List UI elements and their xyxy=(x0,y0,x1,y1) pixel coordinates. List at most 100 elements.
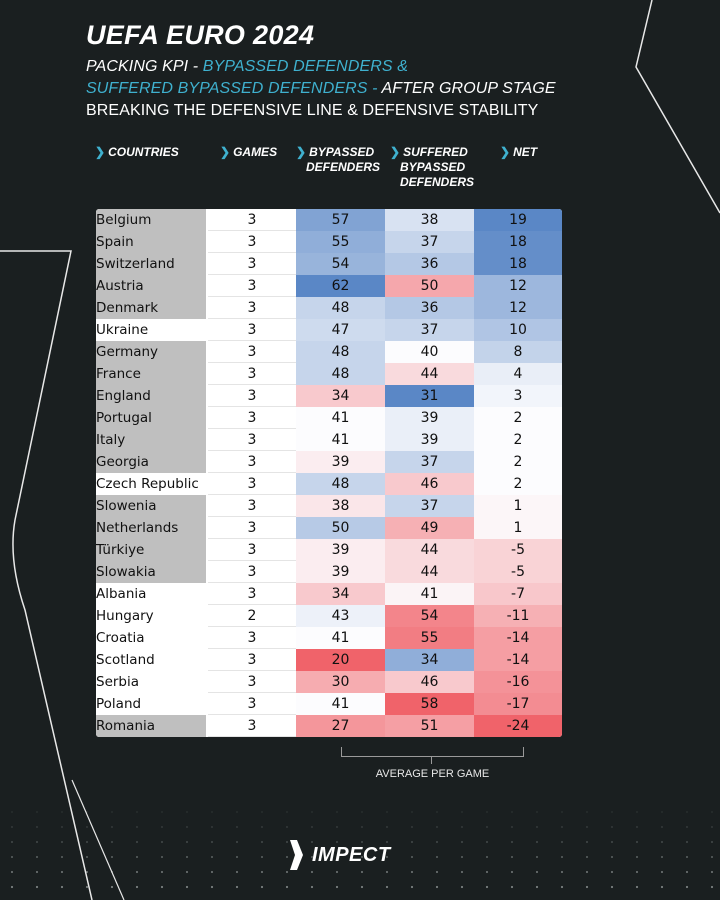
row-divider xyxy=(208,714,296,715)
pattern-dot xyxy=(536,871,538,873)
row-divider xyxy=(208,296,296,297)
pattern-dot xyxy=(511,856,513,858)
pattern-dot xyxy=(386,871,388,873)
country-cell: Switzerland xyxy=(96,253,206,275)
brand-name: IMPECT xyxy=(312,843,391,866)
pattern-dot xyxy=(285,885,289,889)
games-cell: 3 xyxy=(208,627,296,649)
suffered-cell: 36 xyxy=(385,297,474,319)
suffered-cell: 44 xyxy=(385,363,474,385)
pattern-dot xyxy=(411,856,413,858)
country-cell: England xyxy=(96,385,206,407)
net-cell: 1 xyxy=(474,495,562,517)
pattern-dot xyxy=(36,856,38,858)
pattern-dot xyxy=(11,826,13,828)
country-cell: Spain xyxy=(96,231,206,253)
pattern-dot xyxy=(86,826,88,828)
country-cell: Georgia xyxy=(96,451,206,473)
pattern-dot xyxy=(136,871,138,873)
country-cell: Romania xyxy=(96,715,206,737)
row-divider xyxy=(208,274,296,275)
country-cell: Albania xyxy=(96,583,206,605)
pattern-dot xyxy=(361,871,363,873)
subtitle-accent-2: SUFFERED BYPASSED DEFENDERS - xyxy=(86,80,382,97)
pattern-dot xyxy=(435,885,439,889)
table-row: Albania 3 34 41 -7 xyxy=(96,583,562,605)
pattern-dot xyxy=(661,811,663,813)
table-row: Poland 3 41 58 -17 xyxy=(96,693,562,715)
table-row: Germany 3 48 40 8 xyxy=(96,341,562,363)
games-cell: 3 xyxy=(208,297,296,319)
row-divider xyxy=(208,604,296,605)
pattern-dot xyxy=(86,841,88,843)
pattern-dot xyxy=(711,826,713,828)
suffered-cell: 36 xyxy=(385,253,474,275)
pattern-dot xyxy=(710,885,714,889)
pattern-dot xyxy=(211,841,213,843)
pattern-dot xyxy=(136,811,138,813)
pattern-dot xyxy=(36,871,38,873)
games-cell: 3 xyxy=(208,561,296,583)
pattern-dot xyxy=(511,811,513,813)
country-cell: Türkiye xyxy=(96,539,206,561)
pattern-dot xyxy=(336,811,338,813)
country-cell: Ukraine xyxy=(96,319,206,341)
pattern-dot xyxy=(311,826,313,828)
pattern-dot xyxy=(336,871,338,873)
pattern-dot xyxy=(486,811,488,813)
bypassed-cell: 50 xyxy=(296,517,385,539)
pattern-dot xyxy=(311,871,313,873)
pattern-dot xyxy=(11,871,13,873)
chevron-right-icon: ❯ xyxy=(95,145,106,159)
decorative-line-left xyxy=(0,250,93,900)
column-header-countries: ❯ COUNTRIES xyxy=(95,145,179,160)
pattern-dot xyxy=(236,811,238,813)
net-cell: -14 xyxy=(474,627,562,649)
pattern-dot xyxy=(686,871,688,873)
average-bracket-tick xyxy=(431,757,432,764)
pattern-dot xyxy=(36,841,38,843)
bypassed-cell: 30 xyxy=(296,671,385,693)
suffered-cell: 37 xyxy=(385,319,474,341)
net-cell: 1 xyxy=(474,517,562,539)
pattern-dot xyxy=(561,871,563,873)
table-row: Switzerland 3 54 36 18 xyxy=(96,253,562,275)
pattern-dot xyxy=(211,856,213,858)
pattern-dot xyxy=(261,871,263,873)
pattern-dot xyxy=(560,885,564,889)
pattern-dot xyxy=(460,885,464,889)
pattern-dot xyxy=(511,826,513,828)
country-cell: Belgium xyxy=(96,209,206,231)
row-divider xyxy=(208,494,296,495)
games-cell: 3 xyxy=(208,341,296,363)
country-cell: Netherlands xyxy=(96,517,206,539)
suffered-cell: 44 xyxy=(385,539,474,561)
country-cell: Croatia xyxy=(96,627,206,649)
pattern-dot xyxy=(636,856,638,858)
pattern-dot xyxy=(461,871,463,873)
pattern-dot xyxy=(336,826,338,828)
pattern-dot xyxy=(636,811,638,813)
bypassed-cell: 55 xyxy=(296,231,385,253)
pattern-dot xyxy=(711,856,713,858)
suffered-cell: 54 xyxy=(385,605,474,627)
pattern-dot xyxy=(236,856,238,858)
bypassed-cell: 43 xyxy=(296,605,385,627)
pattern-dot xyxy=(236,871,238,873)
pattern-dot xyxy=(11,856,13,858)
pattern-dot xyxy=(236,841,238,843)
games-cell: 3 xyxy=(208,473,296,495)
table-row: Denmark 3 48 36 12 xyxy=(96,297,562,319)
table-row: England 3 34 31 3 xyxy=(96,385,562,407)
row-divider xyxy=(208,340,296,341)
country-cell: Slowenia xyxy=(96,495,206,517)
pattern-dot xyxy=(636,871,638,873)
chevron-right-icon: ❯ xyxy=(500,145,511,159)
table-row: Romania 3 27 51 -24 xyxy=(96,715,562,737)
suffered-cell: 37 xyxy=(385,451,474,473)
row-divider xyxy=(208,736,296,737)
pattern-dot xyxy=(585,885,589,889)
column-header-label: BYPASSED xyxy=(309,145,375,159)
chevron-right-icon: ❯ xyxy=(220,145,231,159)
pattern-dot xyxy=(635,885,639,889)
